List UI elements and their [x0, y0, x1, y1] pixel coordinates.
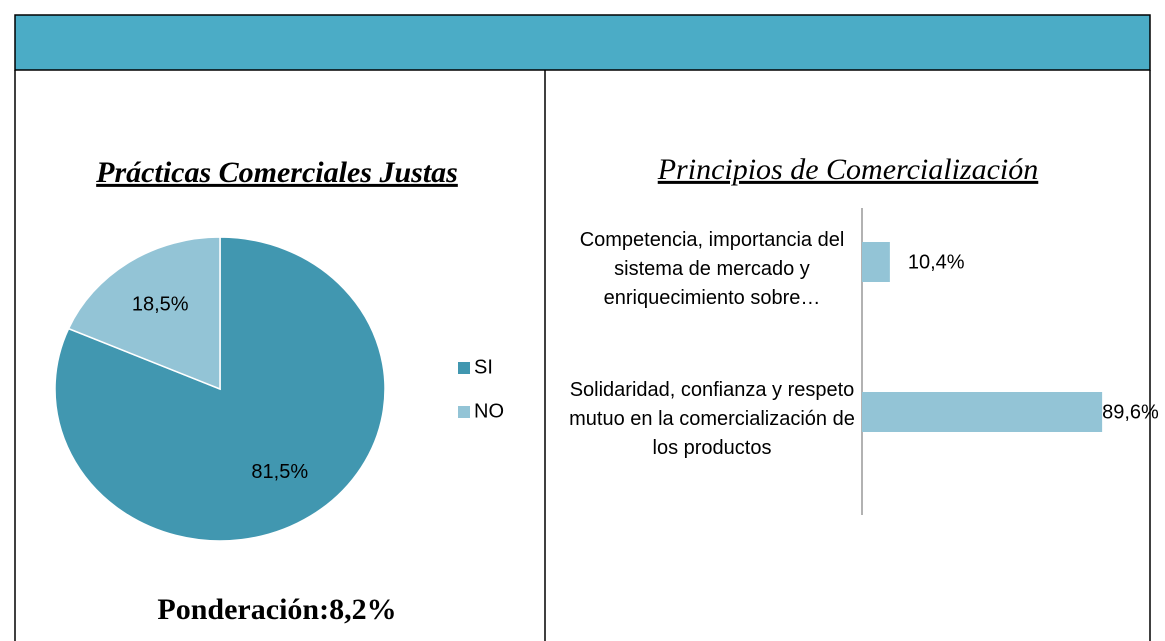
- data-label: 89,6%: [1102, 401, 1159, 423]
- legend-label: SI: [474, 356, 493, 378]
- data-label: 81,5%: [251, 461, 308, 483]
- pie-slice: [67, 236, 221, 391]
- data-label: 10,4%: [908, 251, 965, 273]
- chart-title: Prácticas Comerciales Justas: [95, 156, 458, 189]
- data-label: 18,5%: [132, 293, 189, 315]
- header-band: [14, 14, 1151, 71]
- chart-title: Principios de Comercialización: [657, 153, 1039, 186]
- legend-swatch: [458, 362, 470, 374]
- bar: [862, 392, 1103, 432]
- bar: [862, 242, 890, 282]
- legend-label: NO: [474, 400, 504, 422]
- footer: Ponderación:8,2%: [157, 593, 396, 626]
- category-label: Solidaridad, confianza y respeto mutuo e…: [569, 379, 855, 459]
- category-label: Competencia, importancia del sistema de …: [579, 229, 845, 309]
- legend-swatch: [458, 406, 470, 418]
